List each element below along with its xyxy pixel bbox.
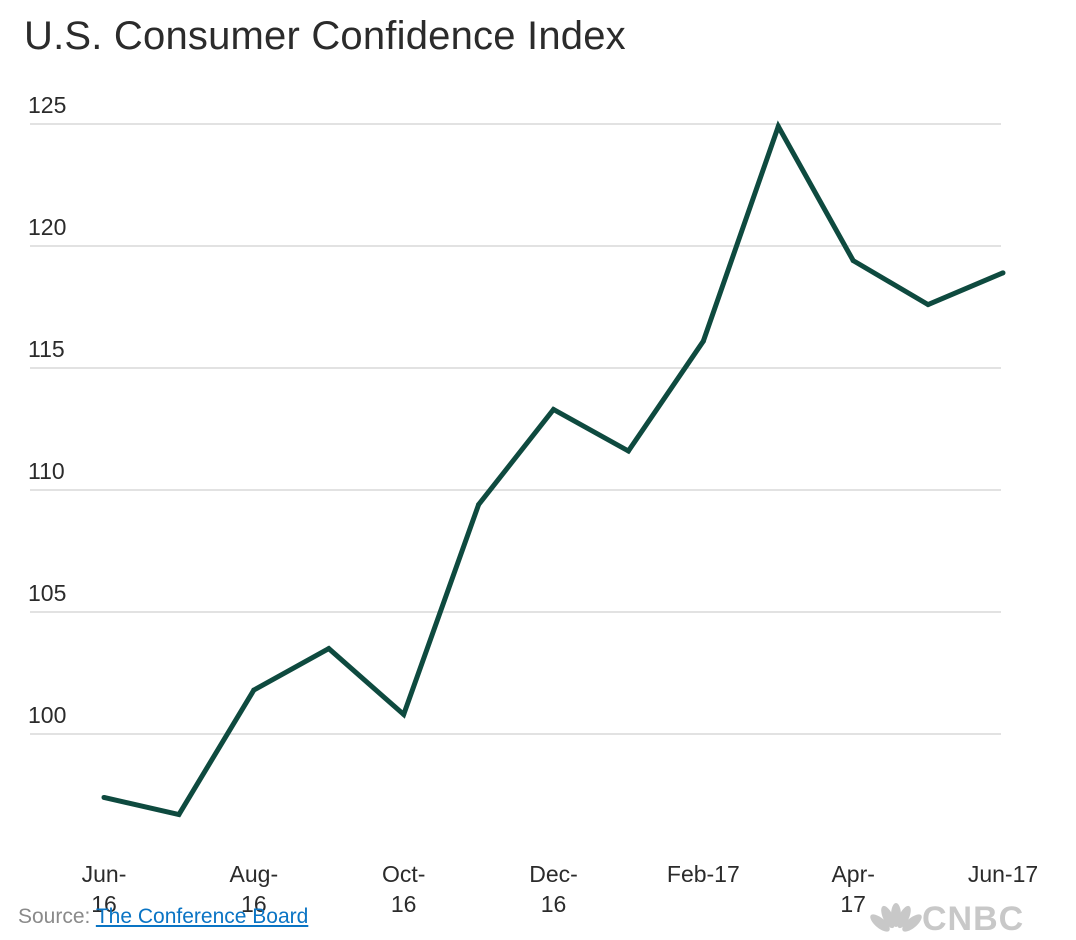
logo-text: CNBC [922, 900, 1025, 938]
source-link[interactable]: The Conference Board [95, 905, 309, 928]
x-tick-label-line: Feb-17 [667, 861, 740, 887]
y-tick-label: 120 [28, 214, 66, 240]
y-tick-label: 125 [28, 92, 66, 118]
series-line-layer [101, 120, 1006, 818]
x-tick-label-line: 16 [91, 891, 117, 917]
data-point [850, 258, 856, 264]
x-tick-label-line: 16 [541, 891, 567, 917]
chart-title: U.S. Consumer Confidence Index [24, 14, 626, 58]
data-point [251, 687, 257, 693]
peacock-icon [870, 902, 922, 932]
cnbc-logo: CNBC [870, 900, 1024, 939]
data-point [401, 711, 407, 717]
x-tick-label-line: Oct- [382, 861, 425, 887]
y-tick-label: 115 [28, 336, 65, 362]
data-point [101, 794, 107, 800]
data-point [551, 406, 556, 412]
data-point [925, 302, 931, 308]
x-tick-label: Jun- 16 [82, 861, 127, 917]
data-point [775, 123, 781, 129]
x-tick-label: Apr- 17 [831, 861, 874, 917]
x-tick-label-line: Apr- [831, 861, 874, 887]
x-tick-label: Oct- 16 [382, 861, 425, 917]
x-tick-label-line: Jun- [82, 861, 127, 887]
x-tick-label: Feb-17 [667, 861, 740, 887]
x-tick-label-line: 16 [391, 891, 417, 917]
x-tick-label-line: 16 [241, 891, 267, 917]
x-tick-label-line: Aug- [230, 861, 279, 887]
data-point [176, 812, 182, 818]
source-label: Source: [18, 905, 91, 928]
data-point [476, 502, 482, 508]
series-line [103, 120, 1004, 818]
source-note: Source: The Conference Board [18, 905, 308, 929]
y-tick-label: 100 [28, 702, 66, 728]
x-tick-label: Dec- 16 [529, 861, 578, 917]
data-point [700, 338, 706, 344]
x-tick-label: Jun-17 [968, 861, 1038, 887]
data-point [326, 646, 332, 652]
data-point [625, 448, 631, 454]
y-tick-label: 105 [28, 580, 66, 606]
gridlines [30, 123, 1001, 735]
x-tick-label: Aug- 16 [230, 861, 279, 917]
y-axis-labels: 100 105 110 115 120 125 [28, 92, 66, 728]
x-tick-label-line: Jun-17 [968, 861, 1038, 887]
x-tick-label-line: Dec- [529, 861, 578, 887]
data-point [1000, 270, 1006, 276]
y-tick-label: 110 [28, 458, 65, 484]
x-tick-label-line: 17 [840, 891, 866, 917]
x-axis-labels: Jun- 16 Aug- 16 Oct- 16 Dec- 16 Feb-17 Apr- 17 Jun-… [82, 861, 1039, 917]
